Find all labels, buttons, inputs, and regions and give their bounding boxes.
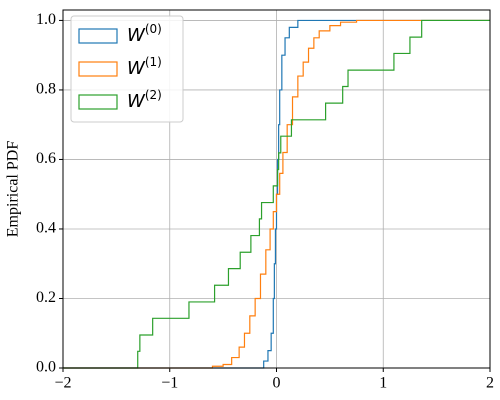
y-tick-label: 0.8 — [36, 81, 56, 98]
legend-text: W(0) — [127, 22, 162, 47]
plot-frame — [62, 9, 491, 369]
y-tick-label: 0.0 — [36, 359, 56, 376]
y-tick-label: 0.6 — [36, 150, 56, 167]
x-tick-label: 2 — [486, 375, 494, 392]
x-tick-label: 0 — [273, 375, 281, 392]
y-tick-label: 0.2 — [36, 289, 56, 306]
legend-swatch — [78, 28, 118, 44]
x-tick-label: −1 — [161, 375, 178, 392]
ecdf-line — [63, 19, 490, 369]
y-axis-label: Empirical PDF — [5, 141, 22, 238]
legend-swatch — [78, 94, 118, 110]
x-tick-label: 1 — [379, 375, 387, 392]
legend-text: W(2) — [127, 88, 162, 113]
y-tick-label: 1.0 — [36, 11, 56, 28]
y-tick-label: 0.4 — [36, 220, 56, 237]
legend-swatch — [78, 61, 118, 77]
x-tick-label: −2 — [54, 375, 71, 392]
legend-text: W(1) — [127, 55, 162, 80]
ecdf-line — [63, 19, 490, 369]
